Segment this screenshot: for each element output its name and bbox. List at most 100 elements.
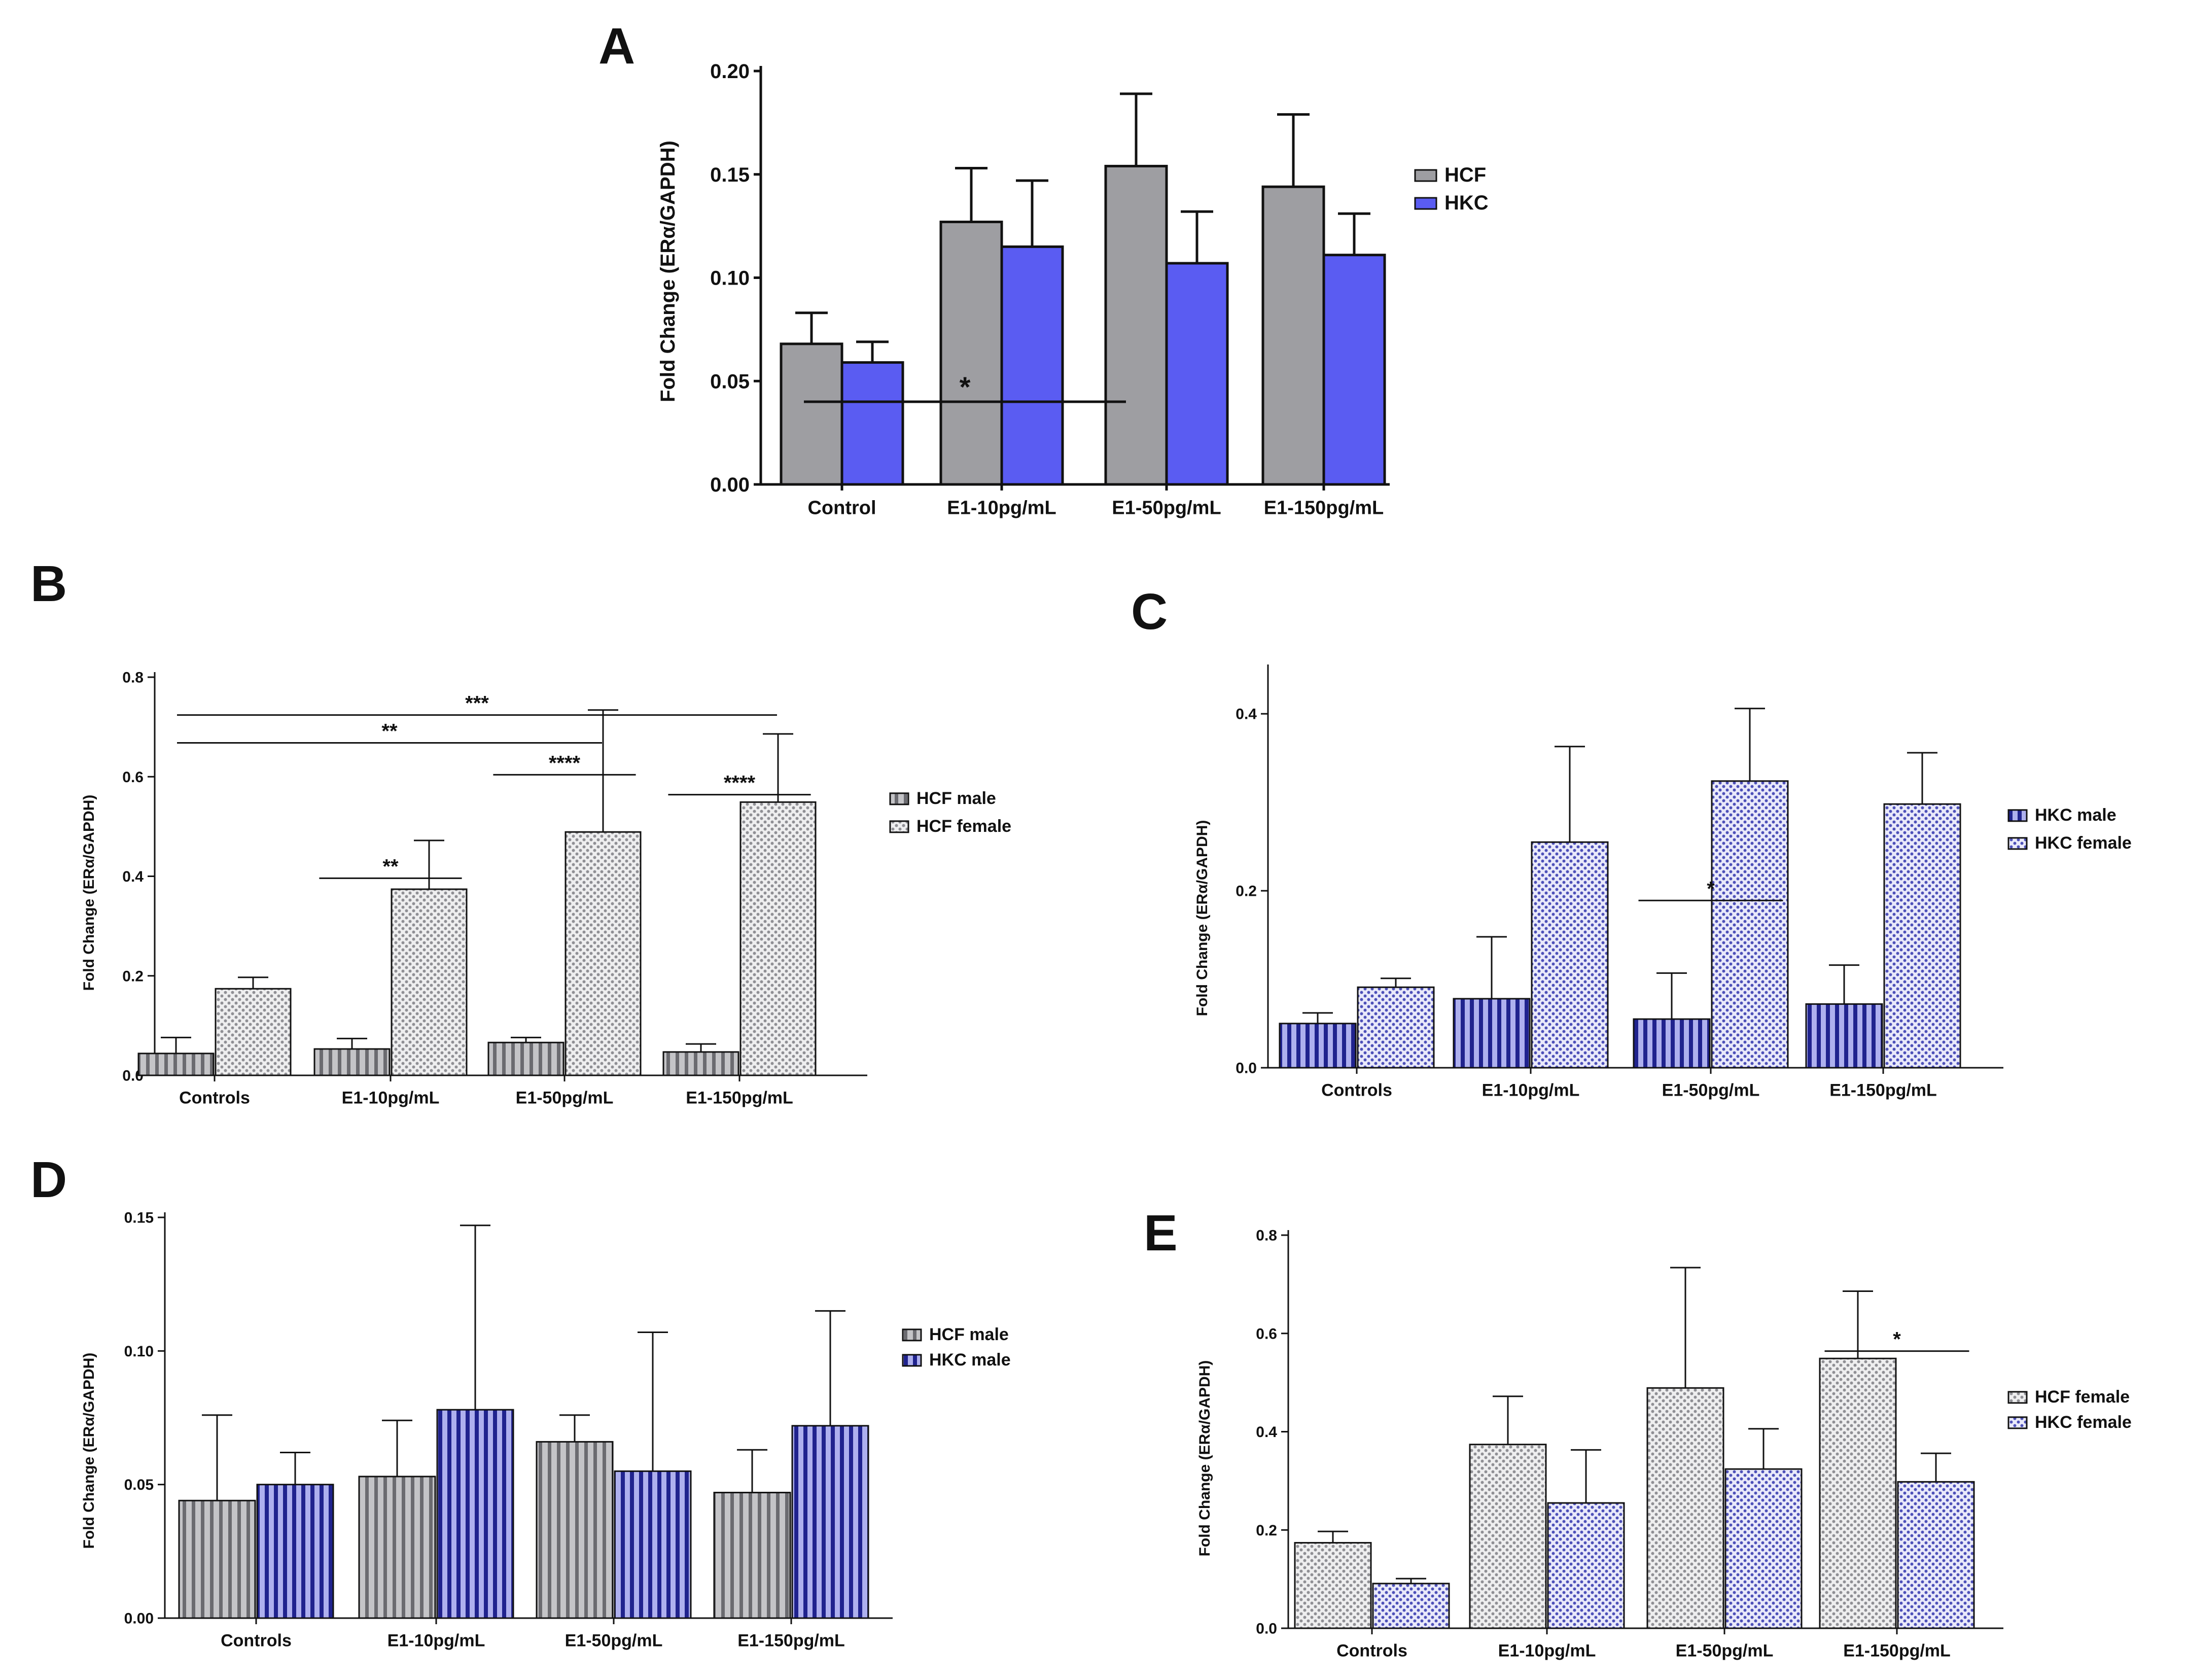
- bar: [614, 1470, 692, 1619]
- y-tick-label: 0.20: [710, 60, 750, 83]
- y-axis-label: Fold Change (ERα/GAPDH): [657, 141, 679, 402]
- bar: [739, 801, 817, 1076]
- legend-swatch: [2007, 837, 2028, 850]
- bar: [1897, 1481, 1975, 1629]
- y-tick-label: 0.10: [710, 267, 750, 290]
- bar: [313, 1048, 391, 1076]
- bar: [1294, 1542, 1372, 1629]
- legend-swatch: [2007, 1391, 2028, 1404]
- bar: [178, 1499, 256, 1619]
- bar: [536, 1441, 614, 1619]
- y-tick-label: 0.2: [1236, 883, 1257, 900]
- panel-letter-a: A: [598, 18, 635, 75]
- panel-letter-b: B: [30, 555, 67, 612]
- x-tick-label: E1-150pg/mL: [737, 1631, 845, 1651]
- x-tick-label: Controls: [179, 1089, 250, 1108]
- bar: [1322, 254, 1386, 486]
- y-axis-label: Fold Change (ERα/GAPDH): [1194, 820, 1211, 1017]
- bar: [1261, 185, 1325, 486]
- bar: [939, 220, 1003, 486]
- bar: [1531, 841, 1609, 1069]
- significance-label: ****: [549, 752, 581, 774]
- significance-label: ****: [724, 772, 756, 794]
- y-tick-label: 0.0: [1236, 1060, 1257, 1077]
- bar: [215, 988, 292, 1076]
- x-tick-label: E1-10pg/mL: [342, 1089, 440, 1108]
- y-tick-label: 0.4: [1256, 1424, 1277, 1441]
- panel-b: B Fold Change (ERα/GAPDH) 0.00.20.40.60.…: [30, 555, 1011, 1108]
- legend-label: HKC female: [2035, 1413, 2132, 1432]
- x-tick-label: Controls: [221, 1631, 292, 1651]
- x-tick-label: E1-50pg/mL: [516, 1089, 614, 1108]
- significance-label: *: [960, 371, 971, 403]
- y-tick-label: 0.2: [1256, 1522, 1277, 1539]
- bar: [1819, 1357, 1897, 1629]
- y-tick-label: 0.6: [122, 769, 144, 786]
- bar: [137, 1053, 215, 1076]
- bar: [1724, 1468, 1803, 1629]
- panel-letter-e: E: [1144, 1205, 1178, 1262]
- y-tick-label: 0.05: [710, 370, 750, 393]
- legend-label: HCF female: [916, 817, 1011, 836]
- x-tick-label: Controls: [1336, 1641, 1407, 1661]
- x-tick-label: E1-10pg/mL: [947, 498, 1056, 519]
- legend-label: HCF: [1444, 164, 1486, 186]
- x-tick-label: E1-150pg/mL: [1264, 498, 1384, 519]
- y-tick-label: 0.4: [1236, 706, 1257, 723]
- x-tick-label: E1-10pg/mL: [1482, 1081, 1580, 1100]
- panel-letter-d: D: [30, 1151, 67, 1208]
- significance-label: **: [381, 720, 398, 743]
- panel-c: C Fold Change (ERα/GAPDH) 0.0 0.2 0.4 Contr…: [1131, 583, 2132, 1100]
- bar: [840, 361, 904, 486]
- bar: [391, 888, 468, 1076]
- bar: [1883, 803, 1961, 1069]
- y-axis-label: Fold Change (ERα/GAPDH): [81, 1353, 97, 1549]
- y-tick-label: 0.8: [122, 670, 144, 686]
- bar: [1000, 245, 1064, 486]
- bar: [1469, 1444, 1547, 1629]
- x-tick-label: E1-150pg/mL: [686, 1089, 793, 1108]
- y-axis-label: Fold Change (ERα/GAPDH): [1196, 1360, 1213, 1557]
- y-tick-label: 0.0: [1256, 1621, 1277, 1637]
- bar: [1357, 986, 1435, 1069]
- y-tick-label: 0.15: [124, 1210, 154, 1227]
- x-tick-label: E1-50pg/mL: [565, 1631, 663, 1651]
- bar: [1547, 1502, 1625, 1629]
- bar: [256, 1484, 334, 1619]
- bar: [1453, 998, 1531, 1069]
- panel-e: E Fold Change (ERα/GAPDH) 0.0 0.2 0.4 0.6 0.…: [1144, 1205, 2132, 1661]
- legend-swatch: [1414, 169, 1437, 182]
- bar: [1165, 262, 1229, 486]
- bar: [1279, 1023, 1357, 1069]
- legend-label: HCF female: [2035, 1387, 2130, 1407]
- significance-label: **: [382, 855, 399, 878]
- legend-label: HKC male: [2035, 806, 2117, 825]
- significance-label: *: [1893, 1328, 1901, 1351]
- legend-swatch: [902, 1354, 922, 1367]
- bar: [358, 1476, 436, 1619]
- y-tick-label: 0.6: [1256, 1325, 1277, 1342]
- legend-swatch: [889, 820, 909, 833]
- legend-label: HKC: [1444, 192, 1489, 214]
- y-tick-label: 0.4: [122, 868, 144, 885]
- x-tick-label: E1-50pg/mL: [1112, 498, 1221, 519]
- x-tick-label: Controls: [1321, 1081, 1392, 1100]
- legend-swatch: [889, 792, 909, 806]
- x-tick-label: E1-150pg/mL: [1843, 1641, 1951, 1661]
- x-tick-label: E1-10pg/mL: [387, 1631, 485, 1651]
- x-tick-label: E1-50pg/mL: [1662, 1081, 1760, 1100]
- bar: [662, 1051, 739, 1076]
- y-tick-label: 0.00: [124, 1611, 154, 1627]
- bar: [1372, 1583, 1450, 1629]
- legend-swatch: [2007, 1416, 2028, 1429]
- bar: [565, 831, 642, 1076]
- x-tick-label: E1-10pg/mL: [1498, 1641, 1596, 1661]
- x-tick-label: E1-50pg/mL: [1676, 1641, 1774, 1661]
- bar: [1104, 164, 1168, 486]
- legend-label: HKC male: [929, 1350, 1011, 1370]
- bar: [487, 1041, 565, 1076]
- y-tick-label: 0.10: [124, 1343, 154, 1360]
- y-tick-label: 0.15: [710, 164, 750, 186]
- bar: [1646, 1387, 1724, 1629]
